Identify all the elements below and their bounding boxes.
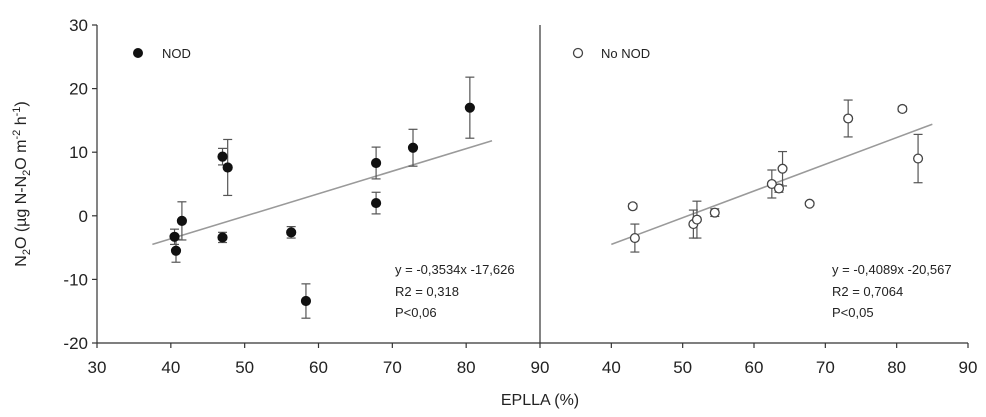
y-tick-label: -20 <box>63 334 88 353</box>
data-point-nod <box>176 215 188 226</box>
annotation-no-nod-p: P<0,05 <box>832 305 874 320</box>
x-ticks-no-nod: 40 50 60 70 80 90 <box>602 343 978 377</box>
legend-nod-label: NOD <box>162 46 191 61</box>
x-tick-label: 40 <box>161 358 180 377</box>
data-point-nod <box>407 142 419 153</box>
y-tick-label: 30 <box>69 16 88 35</box>
y-tick-label: 10 <box>69 143 88 162</box>
data-point-no-nod <box>627 201 638 212</box>
y-tick-label: -10 <box>63 270 88 289</box>
data-point-no-nod <box>709 207 720 218</box>
legend-filled-marker <box>133 48 143 58</box>
x-tick-label: 80 <box>457 358 476 377</box>
data-point-no-nod <box>804 198 815 209</box>
data-point-no-nod <box>773 183 785 194</box>
y-tick-label: 20 <box>69 80 88 99</box>
y-axis-title: N2O (µg N-N2O m-2 h-1) <box>11 101 33 266</box>
y-ticks: 30 20 10 0 -10 -20 <box>63 16 97 353</box>
data-point-no-nod <box>691 214 702 225</box>
data-point-no-nod <box>913 153 924 164</box>
legend-no-nod: No NOD <box>572 46 650 61</box>
panel-no-nod <box>611 99 933 253</box>
data-point-no-nod <box>897 103 908 115</box>
y-tick-label: 0 <box>79 207 88 226</box>
legend-no-nod-label: No NOD <box>601 46 650 61</box>
data-point-no-nod <box>777 163 788 174</box>
x-tick-label: 70 <box>383 358 402 377</box>
x-tick-label: 90 <box>531 358 550 377</box>
data-point-nod <box>217 232 228 243</box>
data-point-nod <box>222 162 233 173</box>
data-point-no-nod <box>766 178 777 190</box>
annotation-no-nod-equation: y = -0,4089x -20,567 <box>832 262 952 277</box>
x-tick-label: 60 <box>745 358 764 377</box>
x-tick-label: 80 <box>887 358 906 377</box>
data-point-nod <box>217 151 228 162</box>
annotation-nod-r2: R2 = 0,318 <box>395 284 459 299</box>
x-tick-label: 60 <box>309 358 328 377</box>
regression-line <box>152 139 493 246</box>
x-tick-label: 30 <box>88 358 107 377</box>
annotation-nod-p: P<0,06 <box>395 305 437 320</box>
legend-open-marker <box>572 47 584 59</box>
annotation-nod: y = -0,3534x -17,626 R2 = 0,318 P<0,06 <box>395 262 515 320</box>
data-point-nod <box>370 197 382 209</box>
x-axis-title: EPLLA (%) <box>501 392 579 409</box>
annotation-no-nod-r2: R2 = 0,7064 <box>832 284 903 299</box>
data-point-nod <box>300 295 312 307</box>
x-tick-label: 40 <box>602 358 621 377</box>
data-point-nod <box>170 245 182 256</box>
annotation-no-nod: y = -0,4089x -20,567 R2 = 0,7064 P<0,05 <box>832 262 952 320</box>
panel-nod <box>152 76 493 319</box>
x-tick-label: 50 <box>673 358 692 377</box>
annotation-nod-equation: y = -0,3534x -17,626 <box>395 262 515 277</box>
legend-nod: NOD <box>133 46 191 61</box>
data-point-nod <box>464 102 475 113</box>
x-tick-label: 90 <box>959 358 978 377</box>
frame <box>96 25 968 344</box>
data-point-nod <box>169 231 180 242</box>
data-point-no-nod <box>843 113 854 124</box>
data-point-nod <box>286 227 297 238</box>
x-tick-label: 70 <box>816 358 835 377</box>
data-point-nod <box>370 157 382 169</box>
data-point-no-nod <box>629 233 640 244</box>
x-ticks-nod: 30 40 50 60 70 80 90 <box>88 343 550 377</box>
x-tick-label: 50 <box>235 358 254 377</box>
